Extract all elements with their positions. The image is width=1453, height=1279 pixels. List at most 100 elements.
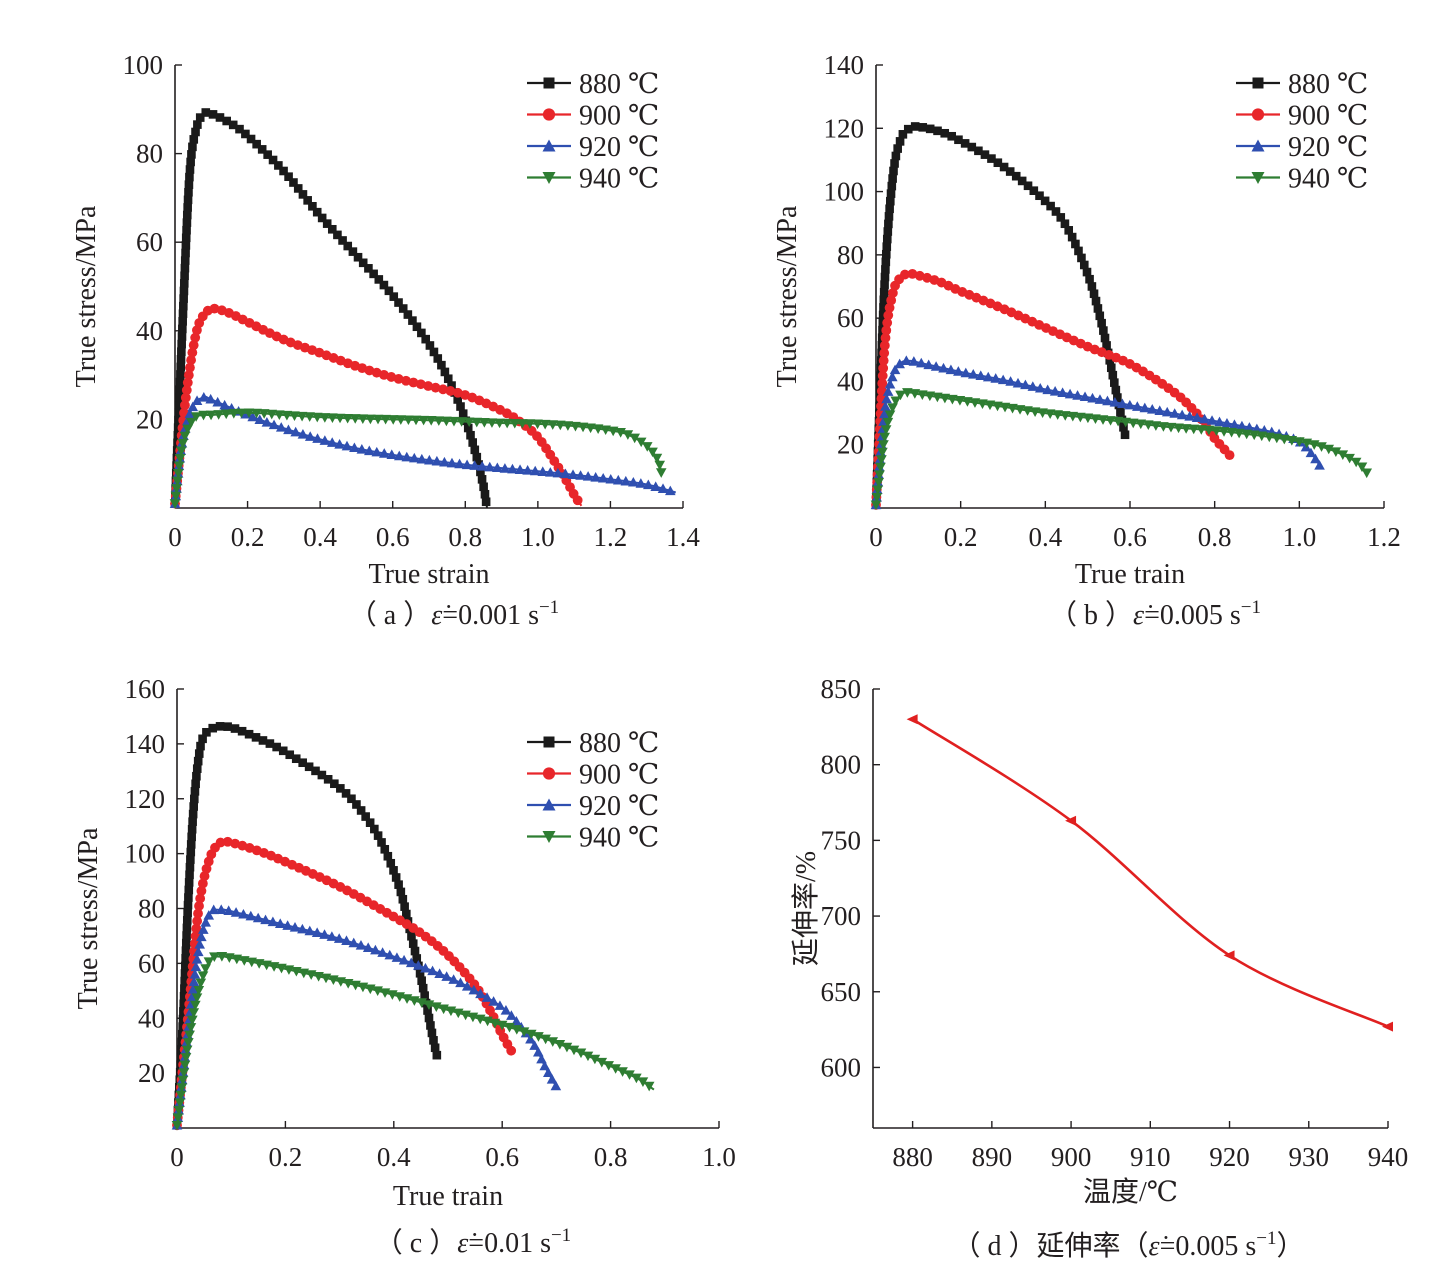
- data-point: [186, 157, 195, 167]
- data-point: [1060, 219, 1070, 229]
- data-point: [1090, 414, 1101, 424]
- data-point: [1072, 390, 1083, 400]
- data-point: [417, 976, 426, 986]
- data-point: [879, 303, 888, 312]
- data-point: [878, 440, 889, 450]
- data-point: [348, 247, 358, 256]
- data-point: [657, 483, 669, 494]
- legend-marker: [543, 736, 555, 748]
- data-point: [1241, 429, 1252, 440]
- data-point: [1344, 453, 1355, 464]
- data-point: [887, 371, 898, 382]
- caption-a: （ a ）ε̇=0.001 s−1: [349, 597, 559, 631]
- data-point: [540, 1034, 551, 1045]
- data-point: [1132, 401, 1143, 411]
- data-point: [463, 417, 475, 428]
- data-point: [893, 144, 902, 153]
- y-tick-label: 600: [821, 1052, 862, 1082]
- data-point: [426, 1021, 435, 1030]
- data-point: [187, 984, 199, 994]
- data-point: [424, 1013, 434, 1023]
- data-point: [258, 736, 268, 745]
- data-point: [600, 425, 611, 436]
- data-point: [179, 431, 191, 442]
- data-point: [456, 417, 467, 427]
- data-point: [953, 366, 964, 376]
- data-point: [365, 818, 375, 827]
- data-point: [433, 354, 443, 363]
- y-tick-label: 40: [837, 366, 864, 396]
- data-point: [178, 324, 187, 334]
- data-point: [391, 952, 403, 962]
- data-point: [1102, 341, 1111, 350]
- data-point: [430, 1043, 440, 1053]
- data-point: [289, 922, 301, 932]
- data-point: [925, 124, 935, 134]
- data-point: [228, 120, 238, 130]
- data-point: [180, 256, 190, 265]
- data-point: [875, 462, 886, 473]
- data-point: [208, 904, 219, 915]
- data-point: [203, 957, 215, 967]
- data-point: [923, 359, 934, 370]
- data-point: [304, 431, 316, 441]
- data-point: [885, 204, 894, 214]
- data-point: [189, 802, 199, 811]
- data-point: [1382, 1021, 1393, 1032]
- data-point: [461, 981, 473, 991]
- data-point: [1111, 385, 1121, 395]
- caption-label: （ c ）: [375, 1227, 457, 1259]
- data-point: [945, 364, 957, 375]
- data-point: [910, 122, 920, 131]
- legend-item: 920 ℃: [527, 791, 659, 822]
- data-point: [243, 408, 255, 419]
- data-point: [1087, 282, 1097, 291]
- caption-label: （ b ）: [1049, 599, 1133, 631]
- data-point: [178, 309, 188, 319]
- data-point: [880, 333, 891, 343]
- legend-label: 900 ℃: [579, 101, 659, 132]
- data-point: [1057, 387, 1068, 397]
- data-point: [888, 174, 897, 183]
- data-point: [298, 758, 307, 768]
- data-point: [413, 960, 424, 970]
- data-point: [370, 824, 379, 834]
- data-point: [643, 1081, 655, 1092]
- data-point: [398, 954, 410, 965]
- data-point: [1079, 391, 1091, 402]
- data-point: [308, 201, 317, 211]
- data-point: [190, 1000, 201, 1011]
- data-point: [378, 448, 390, 458]
- data-point: [940, 128, 950, 138]
- data-point: [182, 424, 193, 435]
- data-point: [654, 460, 666, 471]
- data-point: [546, 1074, 558, 1084]
- data-point: [456, 402, 465, 411]
- data-point: [509, 418, 521, 429]
- caption-rate: =0.01 s: [468, 1228, 551, 1259]
- data-point: [401, 375, 411, 386]
- y-tick-label: 700: [821, 901, 862, 931]
- data-point: [297, 923, 308, 934]
- data-point: [1256, 431, 1268, 442]
- data-point: [1244, 422, 1255, 432]
- data-point: [199, 871, 210, 881]
- data-point: [327, 413, 338, 424]
- data-point: [418, 415, 429, 426]
- data-point: [192, 764, 202, 773]
- data-point: [186, 855, 195, 864]
- data-point: [562, 421, 574, 431]
- data-point: [322, 219, 332, 228]
- x-tick-label: 0.6: [485, 1142, 519, 1172]
- legend-marker: [543, 77, 555, 89]
- data-point: [181, 1045, 193, 1056]
- data-point: [282, 920, 293, 930]
- data-point: [317, 213, 327, 223]
- data-point: [215, 113, 225, 122]
- y-tick-label: 750: [821, 825, 862, 855]
- data-point: [281, 410, 293, 421]
- data-point: [532, 419, 543, 430]
